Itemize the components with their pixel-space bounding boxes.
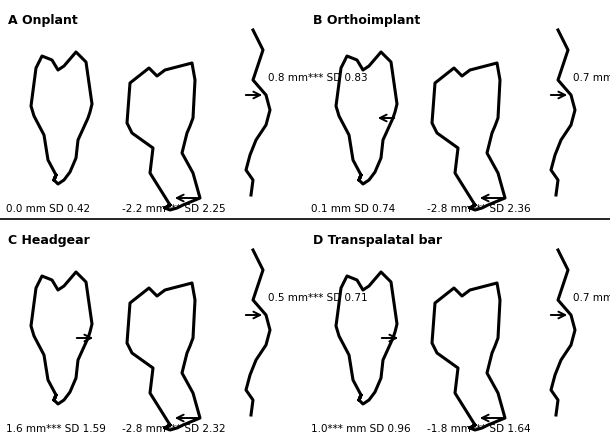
Text: 0.7 mm*** SD 0.85: 0.7 mm*** SD 0.85 [573,73,610,83]
Text: 1.0*** mm SD 0.96: 1.0*** mm SD 0.96 [311,424,411,434]
Text: D Transpalatal bar: D Transpalatal bar [313,234,442,247]
Text: -2.2 mm*** SD 2.25: -2.2 mm*** SD 2.25 [122,204,226,214]
Text: -2.8 mm*** SD 2.32: -2.8 mm*** SD 2.32 [122,424,226,434]
Text: 0.1 mm SD 0.74: 0.1 mm SD 0.74 [311,204,395,214]
Text: 1.6 mm*** SD 1.59: 1.6 mm*** SD 1.59 [6,424,106,434]
Text: A Onplant: A Onplant [8,14,77,27]
Text: 0.7 mm*** SD 0.62: 0.7 mm*** SD 0.62 [573,293,610,303]
Text: B Orthoimplant: B Orthoimplant [313,14,420,27]
Text: -2.8 mm*** SD 2.36: -2.8 mm*** SD 2.36 [427,204,531,214]
Text: 0.0 mm SD 0.42: 0.0 mm SD 0.42 [6,204,90,214]
Text: 0.5 mm*** SD 0.71: 0.5 mm*** SD 0.71 [268,293,368,303]
Text: -1.8 mm*** SD 1.64: -1.8 mm*** SD 1.64 [427,424,531,434]
Text: C Headgear: C Headgear [8,234,90,247]
Text: 0.8 mm*** SD 0.83: 0.8 mm*** SD 0.83 [268,73,368,83]
